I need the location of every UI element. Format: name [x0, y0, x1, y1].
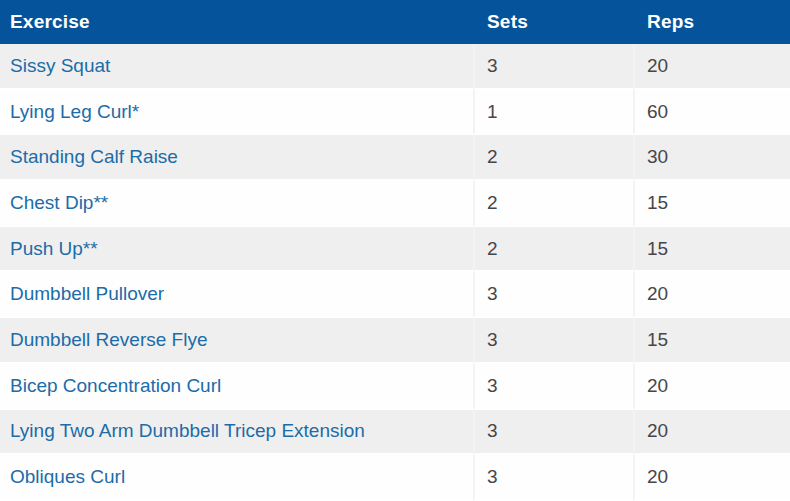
sets-value: 3	[473, 410, 633, 456]
table-row: Standing Calf Raise 2 30	[0, 135, 790, 181]
sets-value: 3	[473, 318, 633, 364]
reps-value: 60	[633, 90, 790, 136]
table-row: Lying Leg Curl* 1 60	[0, 90, 790, 136]
sets-value: 2	[473, 181, 633, 227]
reps-value: 20	[633, 44, 790, 90]
exercise-link[interactable]: Push Up**	[10, 238, 98, 259]
exercise-link[interactable]: Obliques Curl	[10, 466, 125, 487]
workout-table: Exercise Sets Reps Sissy Squat 3 20 Lyin…	[0, 0, 790, 501]
reps-value: 20	[633, 410, 790, 456]
exercise-link[interactable]: Lying Leg Curl*	[10, 101, 139, 122]
exercise-link[interactable]: Bicep Concentration Curl	[10, 375, 221, 396]
table-row: Lying Two Arm Dumbbell Tricep Extension …	[0, 410, 790, 456]
exercise-link[interactable]: Lying Two Arm Dumbbell Tricep Extension	[10, 420, 365, 441]
reps-value: 15	[633, 318, 790, 364]
reps-value: 15	[633, 181, 790, 227]
reps-value: 20	[633, 272, 790, 318]
sets-value: 2	[473, 227, 633, 273]
table-row: Obliques Curl 3 20	[0, 455, 790, 501]
sets-value: 3	[473, 455, 633, 501]
column-header-reps: Reps	[633, 0, 790, 44]
table-row: Dumbbell Pullover 3 20	[0, 272, 790, 318]
reps-value: 20	[633, 455, 790, 501]
reps-value: 30	[633, 135, 790, 181]
table-row: Sissy Squat 3 20	[0, 44, 790, 90]
table-row: Dumbbell Reverse Flye 3 15	[0, 318, 790, 364]
table-row: Bicep Concentration Curl 3 20	[0, 364, 790, 410]
exercise-link[interactable]: Dumbbell Reverse Flye	[10, 329, 207, 350]
sets-value: 2	[473, 135, 633, 181]
sets-value: 3	[473, 44, 633, 90]
column-header-exercise: Exercise	[0, 0, 473, 44]
exercise-link[interactable]: Dumbbell Pullover	[10, 283, 164, 304]
sets-value: 3	[473, 364, 633, 410]
reps-value: 20	[633, 364, 790, 410]
reps-value: 15	[633, 227, 790, 273]
workout-table-page: Exercise Sets Reps Sissy Squat 3 20 Lyin…	[0, 0, 790, 501]
exercise-link[interactable]: Standing Calf Raise	[10, 146, 178, 167]
column-header-sets: Sets	[473, 0, 633, 44]
sets-value: 3	[473, 272, 633, 318]
table-row: Push Up** 2 15	[0, 227, 790, 273]
exercise-link[interactable]: Chest Dip**	[10, 192, 108, 213]
table-row: Chest Dip** 2 15	[0, 181, 790, 227]
exercise-link[interactable]: Sissy Squat	[10, 55, 110, 76]
sets-value: 1	[473, 90, 633, 136]
header-row: Exercise Sets Reps	[0, 0, 790, 44]
